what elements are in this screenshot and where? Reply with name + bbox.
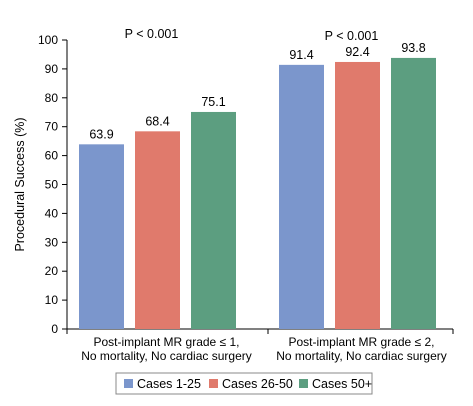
- legend-label: Cases 26-50: [222, 377, 293, 391]
- bar: [191, 111, 236, 329]
- y-tick-label: 50: [45, 178, 59, 192]
- bar-value-label: 68.4: [145, 114, 169, 128]
- y-tick-label: 30: [45, 235, 59, 249]
- category-label: Post-implant MR grade ≤ 2,: [289, 335, 435, 349]
- category-label: Post-implant MR grade ≤ 1,: [94, 335, 240, 349]
- y-tick-label: 10: [45, 293, 59, 307]
- y-tick-label: 20: [45, 264, 59, 278]
- labels-layer: Procedural Success (%) 63.9 68.4 75.1 P < 0.…: [13, 27, 447, 363]
- legend: Cases 1-25 Cases 26-50 Cases 50+: [115, 372, 373, 395]
- y-tick-label: 40: [45, 206, 59, 220]
- y-axis-title: Procedural Success (%): [13, 117, 27, 251]
- legend-swatch: [299, 379, 308, 388]
- y-tick-label: 100: [38, 33, 58, 47]
- p-value-annotation: P < 0.001: [325, 29, 379, 43]
- bars-layer: [79, 57, 436, 330]
- legend-label: Cases 50+: [312, 377, 372, 391]
- bar-value-label: 93.8: [401, 41, 425, 55]
- legend-box: [115, 372, 373, 395]
- y-tick-label: 70: [45, 120, 59, 134]
- bar-value-label: 75.1: [201, 95, 225, 109]
- axes-layer: 0 10 20 30 40 50 60 70 80 90 100: [38, 33, 454, 336]
- legend-label: Cases 1-25: [137, 377, 201, 391]
- y-tick-label: 60: [45, 149, 59, 163]
- category-label: No mortality, No cardiac surgery: [81, 349, 252, 363]
- bar: [135, 131, 180, 329]
- bar-value-label: 63.9: [89, 127, 113, 141]
- y-tick-label: 80: [45, 91, 59, 105]
- legend-swatch: [209, 379, 218, 388]
- bar: [79, 144, 124, 329]
- y-tick-label: 0: [51, 322, 58, 336]
- p-value-annotation: P < 0.001: [125, 27, 179, 41]
- bar: [391, 57, 436, 329]
- bar-value-label: 92.4: [345, 45, 369, 59]
- legend-swatch: [124, 379, 133, 388]
- bar-value-label: 91.4: [289, 48, 313, 62]
- y-tick-label: 90: [45, 62, 59, 76]
- bar: [279, 64, 324, 329]
- bar: [335, 61, 380, 330]
- category-label: No mortality, No cardiac surgery: [276, 349, 447, 363]
